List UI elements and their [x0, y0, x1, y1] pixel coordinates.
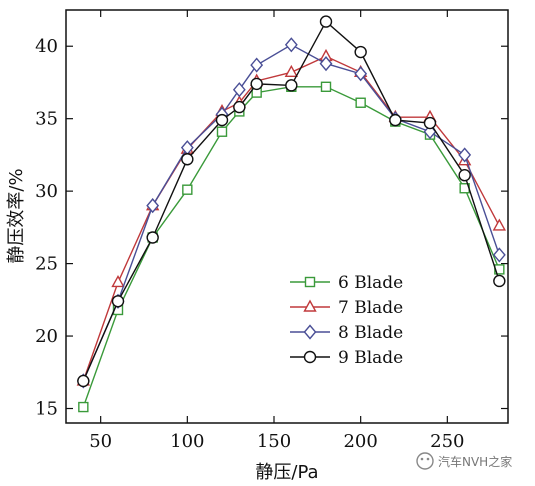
legend-label: 8 Blade [338, 323, 403, 343]
wechat-icon-dot [420, 457, 424, 461]
legend-item: 8 Blade [290, 323, 403, 343]
series-line [82, 86, 500, 408]
data-point [215, 113, 229, 127]
data-point [492, 218, 507, 231]
legend-item: 9 Blade [290, 348, 403, 368]
plot-frame [65, 9, 509, 424]
series-6-blade [78, 81, 505, 413]
data-point [111, 274, 125, 288]
data-point [111, 295, 125, 308]
data-point [285, 79, 298, 92]
wechat-icon [416, 452, 434, 470]
data-point [354, 45, 367, 59]
y-tick-label: 15 [35, 399, 58, 420]
data-point [181, 153, 194, 166]
legend-item: 7 Blade [290, 298, 403, 318]
data-point [458, 147, 472, 163]
data-point [216, 126, 228, 137]
data-point [492, 247, 506, 263]
data-point [146, 231, 159, 244]
x-axis-title: 静压/Pa [255, 462, 318, 483]
series-9-blade [77, 15, 506, 388]
data-point [250, 77, 263, 91]
data-point [304, 276, 316, 288]
data-point [303, 324, 317, 340]
x-tick-label: 50 [89, 431, 112, 452]
data-point [355, 97, 366, 108]
data-point [77, 374, 90, 388]
data-point [284, 37, 298, 53]
data-point [303, 299, 317, 312]
data-point [319, 56, 333, 72]
wechat-icon-dot [426, 457, 430, 461]
data-point [354, 66, 368, 82]
data-point [319, 15, 333, 28]
legend-label: 6 Blade [338, 273, 403, 293]
x-tick-label: 250 [430, 431, 464, 452]
data-point [493, 274, 506, 288]
watermark-text: 汽车NVH之家 [438, 454, 512, 469]
y-tick-label: 40 [35, 36, 58, 57]
series-line [82, 43, 500, 382]
data-point [250, 57, 264, 73]
legend-item: 6 Blade [290, 273, 403, 293]
data-point [423, 116, 437, 130]
legend: 6 Blade 7 Blade 8 Blade 9 Blade [290, 273, 403, 368]
legend-label: 7 Blade [338, 298, 403, 318]
y-axis-title: 静压效率/% [6, 168, 27, 263]
watermark: 汽车NVH之家 [416, 452, 512, 470]
data-point [182, 184, 193, 195]
y-tick-label: 20 [35, 326, 58, 347]
data-point [458, 168, 471, 182]
series-7-blade [76, 48, 507, 386]
y-tick-label: 35 [35, 109, 58, 130]
y-tick-label: 30 [35, 181, 58, 202]
data-point [232, 82, 246, 98]
data-point [78, 401, 89, 413]
axes: 50 100 150 200 250 15 20 25 30 35 40 [35, 10, 508, 452]
data-point [320, 81, 332, 93]
x-tick-label: 100 [170, 431, 204, 452]
data-point [303, 350, 317, 364]
data-point [284, 64, 299, 78]
x-tick-label: 200 [343, 431, 377, 452]
data-point [146, 198, 160, 214]
y-tick-label: 25 [35, 254, 58, 275]
series-layer [76, 15, 507, 413]
legend-label: 9 Blade [338, 348, 403, 368]
x-tick-label: 150 [257, 431, 291, 452]
data-point [233, 100, 246, 114]
data-point [389, 113, 402, 127]
